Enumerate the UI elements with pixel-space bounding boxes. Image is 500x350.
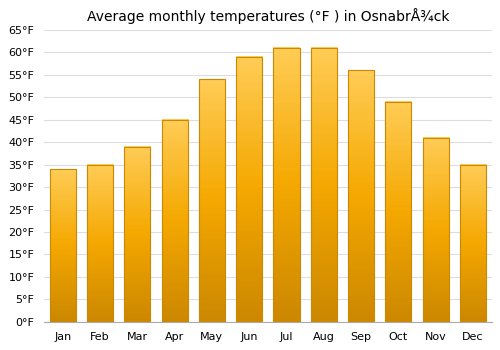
- Bar: [50, 169, 76, 322]
- Title: Average monthly temperatures (°F ) in OsnabrÅ¾ck: Average monthly temperatures (°F ) in Os…: [86, 8, 449, 24]
- Bar: [386, 102, 411, 322]
- Bar: [460, 164, 486, 322]
- Bar: [87, 164, 113, 322]
- Bar: [274, 48, 299, 322]
- Bar: [124, 147, 150, 322]
- Bar: [422, 138, 449, 322]
- Bar: [311, 48, 337, 322]
- Bar: [199, 79, 225, 322]
- Bar: [236, 57, 262, 322]
- Bar: [162, 120, 188, 322]
- Bar: [348, 70, 374, 322]
